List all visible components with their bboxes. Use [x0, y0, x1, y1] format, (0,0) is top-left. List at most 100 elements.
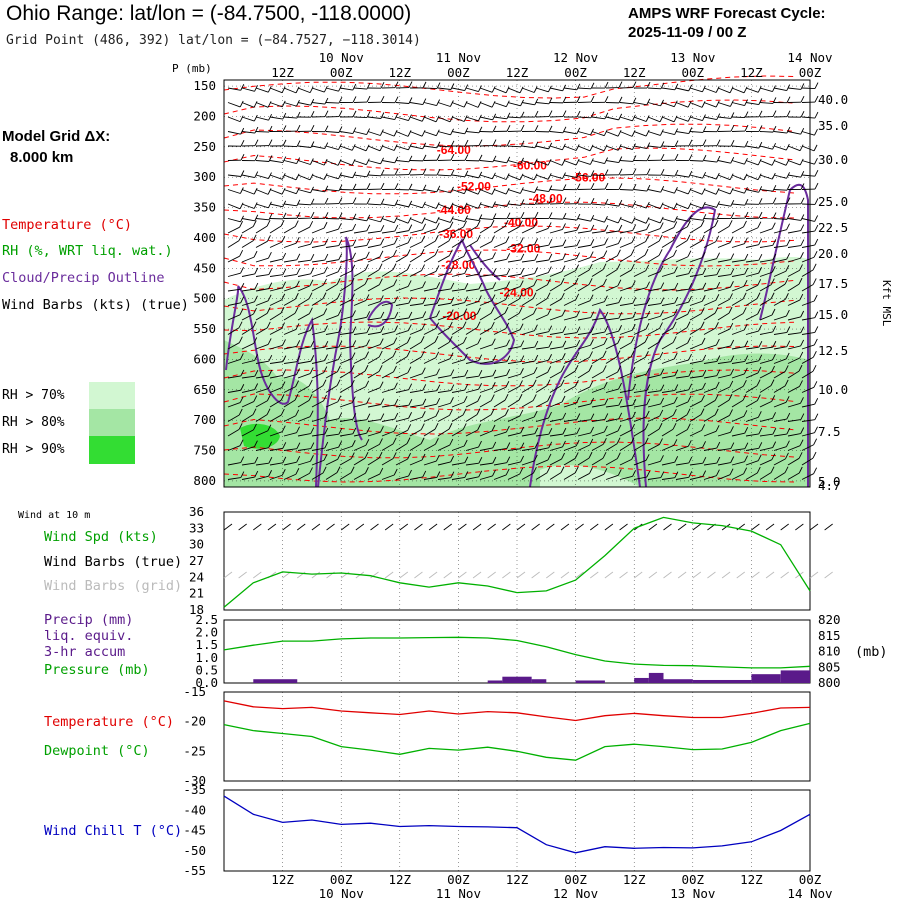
- wind-barb: [633, 429, 646, 437]
- wind-barb: [353, 403, 367, 408]
- wind-barb-flag: [464, 154, 469, 161]
- wind-barb: [227, 255, 240, 263]
- wind-barb: [227, 359, 241, 364]
- wind-barb-flag: [644, 335, 649, 343]
- wind-barb-flag: [449, 309, 454, 316]
- wind-barb: [353, 357, 366, 364]
- wind-barb-flag: [450, 153, 455, 161]
- wind-barb: [395, 356, 408, 364]
- wind-barb: [801, 244, 815, 248]
- wind-barb-flag: [688, 267, 693, 274]
- wind-barb-flag: [323, 158, 328, 166]
- chill-tick-label: -50: [183, 843, 206, 858]
- precip-bar: [751, 674, 781, 683]
- wind-barb-flag: [436, 168, 441, 176]
- wind-barb-flag: [519, 280, 524, 287]
- wind-barb: [353, 444, 367, 451]
- wind-barb-flag: [799, 158, 804, 166]
- wind-barb-flag: [338, 441, 342, 448]
- wind-barb: [745, 416, 759, 422]
- wind-barb: [647, 303, 661, 306]
- wind-barb: [269, 328, 282, 335]
- wind-barb-flag: [757, 221, 762, 228]
- wind-barb: [619, 160, 633, 162]
- wind-barb: [521, 472, 534, 480]
- wind-barb-flag: [366, 111, 371, 118]
- wind-barb-flag: [422, 168, 427, 175]
- wind-barb-flag: [434, 438, 439, 445]
- wind-barb-flag: [254, 383, 259, 390]
- wind-barb-flag: [407, 366, 412, 373]
- wind-barb: [325, 401, 339, 408]
- wind-barb-flag: [464, 127, 469, 135]
- wind-barb-flag: [434, 335, 439, 343]
- wind-barb: [227, 314, 241, 321]
- wind-barb-flag: [366, 339, 370, 346]
- wind-barb-flag: [756, 394, 761, 401]
- wind-barb-flag: [408, 143, 412, 151]
- wind-barb: [773, 160, 787, 166]
- pressure-tick-label: 815: [818, 628, 841, 643]
- surface-true-barb: [824, 523, 833, 531]
- wind-barb-flag: [660, 368, 665, 376]
- wind-barb: [479, 327, 492, 335]
- surface-grid-barb: [516, 571, 526, 579]
- wind-barb: [255, 475, 269, 480]
- wind-barb: [409, 254, 422, 263]
- cloud-outline: [225, 285, 319, 488]
- wind-barb-flag: [603, 129, 608, 136]
- wind-barb-flag: [618, 382, 622, 390]
- wind-barb: [493, 386, 507, 393]
- wind-barb-flag: [478, 383, 482, 390]
- wind-barb-flag: [562, 143, 566, 151]
- wind-barb: [773, 229, 787, 234]
- wind-barb-flag: [588, 263, 593, 271]
- wind-barb: [451, 87, 465, 92]
- wind-barb: [563, 419, 577, 422]
- surface-grid-barb: [692, 571, 702, 579]
- wind-barb-flag: [450, 471, 455, 478]
- wind-barb-flag: [240, 170, 245, 177]
- wind-barb: [577, 332, 591, 335]
- wind-barb: [745, 227, 759, 234]
- cycle-line-1: AMPS WRF Forecast Cycle:: [628, 5, 826, 22]
- temperature-label: -48.00: [529, 192, 563, 206]
- wind-barb: [465, 174, 479, 179]
- wind-barb-flag: [394, 382, 398, 389]
- wind-barb-flag: [450, 169, 455, 177]
- wind-barb: [451, 375, 465, 379]
- wind-barb-flag: [744, 442, 749, 449]
- wind-barb: [689, 414, 702, 422]
- wind-barb: [437, 375, 451, 379]
- wind-barb-flag: [281, 425, 286, 432]
- wind-barb: [507, 473, 520, 480]
- wind-barb: [269, 274, 283, 277]
- wind-barb: [759, 314, 773, 321]
- surface-grid-barb: [619, 571, 628, 579]
- wind-barb-flag: [239, 250, 244, 257]
- wind-barb: [297, 416, 311, 422]
- wind-barb: [689, 87, 703, 93]
- wind-barb: [325, 245, 339, 248]
- wind-barb: [353, 160, 367, 166]
- wind-barb: [703, 189, 717, 195]
- wind-barb-flag: [421, 264, 425, 271]
- wind-barb: [241, 131, 255, 134]
- legend-rh90: RH > 90%: [2, 442, 65, 457]
- wind-barb: [325, 283, 338, 292]
- wind-barb-flag: [324, 266, 328, 274]
- wind-barb: [633, 416, 647, 422]
- wind-barb: [269, 102, 283, 108]
- wind-barb: [241, 203, 255, 209]
- wind-barb: [535, 346, 549, 350]
- wind-barb-flag: [658, 335, 663, 343]
- wind-barb-flag: [770, 466, 775, 473]
- cloud-outline: [469, 244, 501, 281]
- wind-barb: [773, 87, 787, 91]
- chill-tick-label: -40: [183, 802, 206, 817]
- wind-barb: [493, 345, 507, 350]
- wind-barb-flag: [337, 265, 342, 273]
- wind-barb: [619, 131, 633, 137]
- wind-barb: [367, 244, 381, 248]
- wind-barb-flag: [660, 455, 664, 462]
